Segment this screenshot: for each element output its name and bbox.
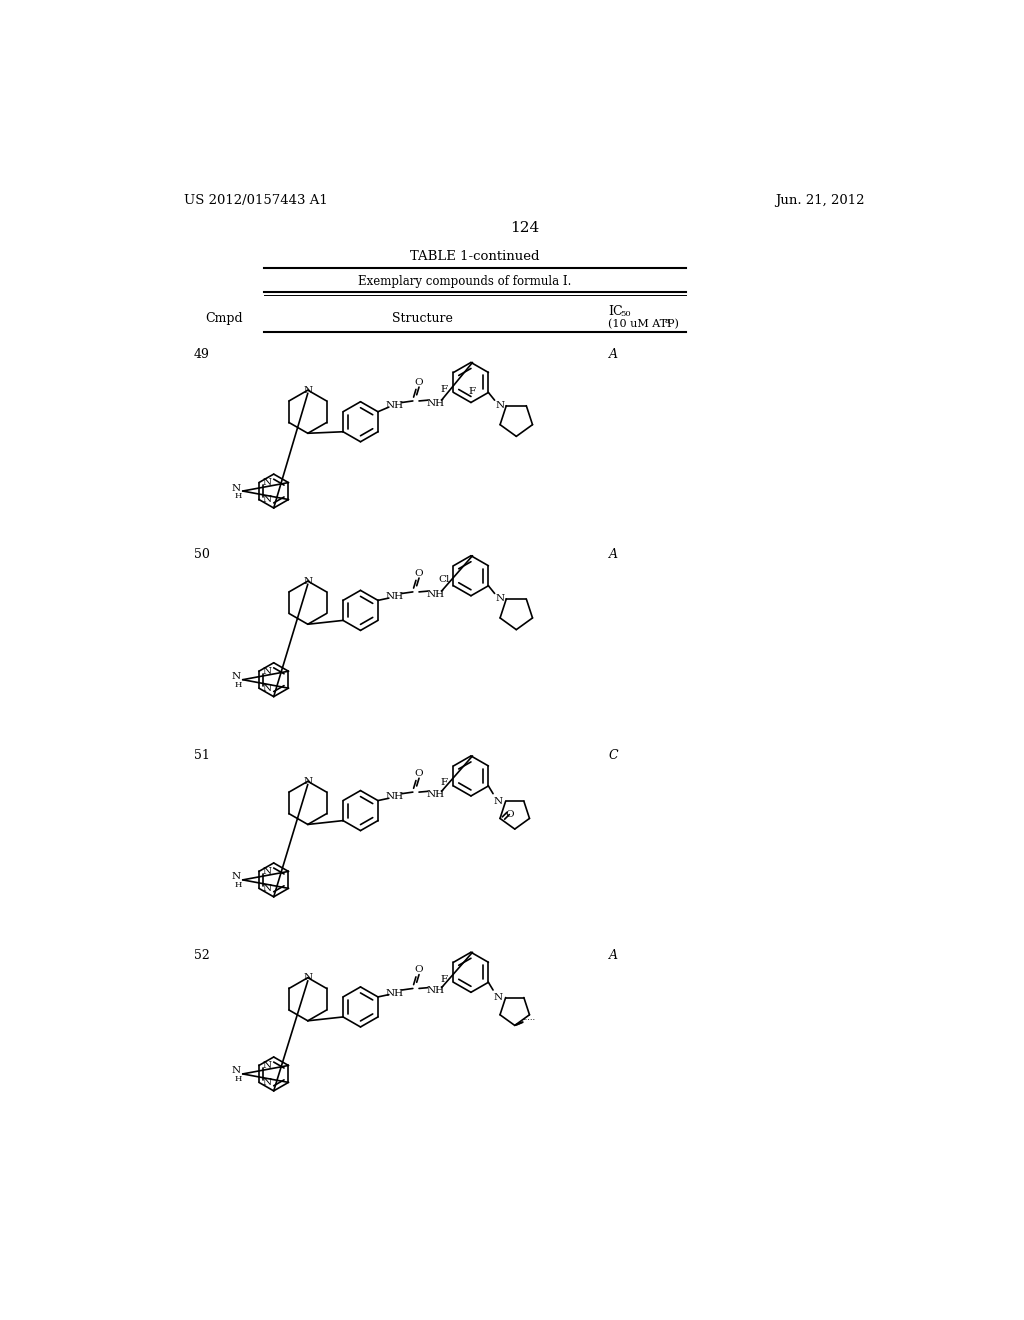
Text: N: N [231, 873, 241, 882]
Text: NH: NH [386, 401, 404, 411]
Text: NH: NH [386, 593, 404, 601]
Text: O: O [414, 965, 423, 974]
Text: 50: 50 [621, 310, 631, 318]
Text: H: H [234, 1076, 242, 1084]
Text: H: H [234, 492, 242, 500]
Text: 52: 52 [194, 949, 210, 962]
Text: F: F [440, 385, 447, 393]
Text: Cmpd: Cmpd [206, 312, 243, 325]
Text: US 2012/0157443 A1: US 2012/0157443 A1 [183, 194, 328, 207]
Text: N: N [304, 385, 313, 395]
Text: NH: NH [426, 590, 444, 599]
Text: H: H [234, 882, 242, 890]
Text: N: N [304, 577, 313, 586]
Text: A: A [608, 548, 617, 561]
Text: N: N [262, 478, 271, 487]
Text: N: N [304, 777, 313, 785]
Text: A: A [608, 949, 617, 962]
Text: TABLE 1-continued: TABLE 1-continued [410, 251, 540, 264]
Text: N: N [262, 884, 271, 892]
Text: C: C [608, 748, 618, 762]
Text: 124: 124 [510, 220, 540, 235]
Text: Structure: Structure [392, 312, 453, 325]
Text: F: F [440, 974, 447, 983]
Text: NH: NH [386, 989, 404, 998]
Text: NH: NH [426, 399, 444, 408]
Text: N: N [231, 672, 241, 681]
Text: N: N [494, 797, 502, 805]
Text: O: O [414, 569, 423, 578]
Text: Jun. 21, 2012: Jun. 21, 2012 [775, 194, 864, 207]
Text: .....: ..... [522, 1014, 536, 1022]
Text: Exemplary compounds of formula I.: Exemplary compounds of formula I. [358, 275, 571, 288]
Text: O: O [505, 810, 514, 820]
Text: NH: NH [426, 986, 444, 995]
Text: N: N [262, 495, 271, 504]
Text: F: F [440, 779, 447, 787]
Text: N: N [262, 867, 271, 876]
Text: N: N [262, 1061, 271, 1071]
Text: N: N [262, 684, 271, 693]
Text: NH: NH [426, 789, 444, 799]
Text: 51: 51 [194, 748, 210, 762]
Text: (10 uM ATP): (10 uM ATP) [608, 319, 679, 329]
Text: O: O [414, 770, 423, 777]
Text: H: H [234, 681, 242, 689]
Text: 49: 49 [194, 348, 210, 362]
Text: N: N [494, 993, 502, 1002]
Text: 50: 50 [194, 548, 210, 561]
Text: N: N [231, 483, 241, 492]
Text: N: N [262, 667, 271, 676]
Text: N: N [496, 401, 505, 411]
Text: Cl: Cl [438, 576, 450, 583]
Text: N: N [231, 1067, 241, 1076]
Text: N: N [496, 594, 505, 603]
Text: IC: IC [608, 305, 624, 318]
Text: N: N [262, 1078, 271, 1086]
Text: F: F [469, 387, 476, 396]
Text: a: a [665, 317, 669, 325]
Text: A: A [608, 348, 617, 362]
Text: O: O [414, 378, 423, 387]
Text: N: N [304, 973, 313, 982]
Text: NH: NH [386, 792, 404, 801]
